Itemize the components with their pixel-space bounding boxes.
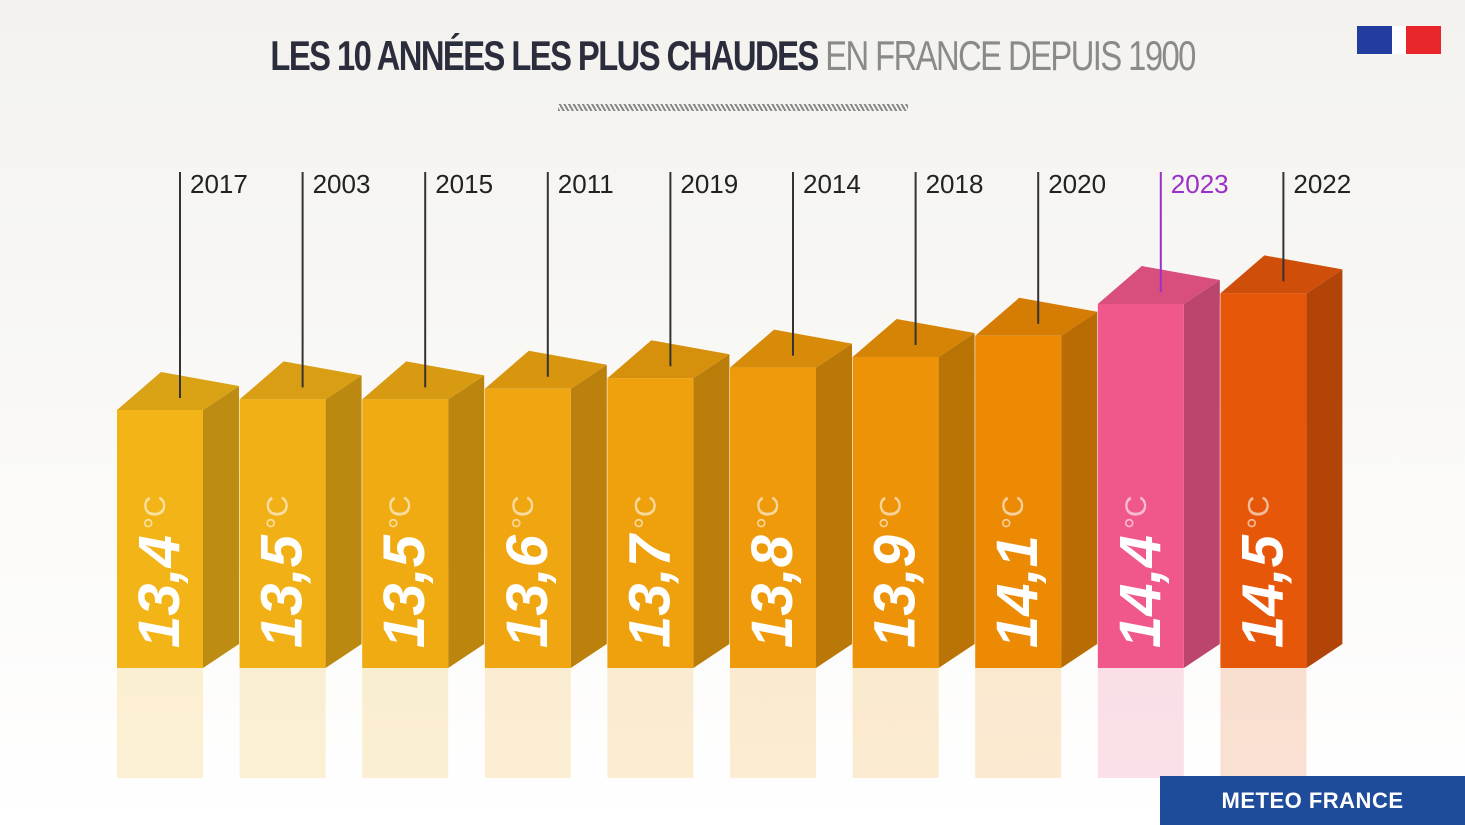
bar-side <box>693 354 730 668</box>
value-label: 13,9°C <box>863 495 928 648</box>
chart-title: LES 10 ANNÉES LES PLUS CHAUDES EN FRANCE… <box>161 32 1304 80</box>
bar-2019 <box>607 378 694 668</box>
value-label: 13,8°C <box>740 495 805 648</box>
bar-side <box>1306 269 1343 668</box>
value-label: 13,5°C <box>372 495 437 648</box>
bar-top <box>607 340 730 379</box>
bar-2003 <box>239 399 326 668</box>
bar-reflection <box>852 668 939 778</box>
value-label: 13,4°C <box>127 495 192 648</box>
bar-top <box>117 372 239 410</box>
bar-top <box>362 361 485 400</box>
bar-side <box>938 333 975 668</box>
bar-reflection <box>975 668 1062 778</box>
year-label: 2011 <box>558 169 614 199</box>
title-bold: LES 10 ANNÉES LES PLUS CHAUDES <box>270 32 819 79</box>
value-label-group: 13,4°C <box>127 495 192 648</box>
bar-2023 <box>1097 304 1184 668</box>
value-label-group: 13,9°C <box>863 495 928 648</box>
value-label: 13,6°C <box>495 495 560 648</box>
bar-2011 <box>484 388 571 668</box>
bar-top <box>239 361 362 400</box>
bar-top <box>852 319 975 357</box>
bar-2017 <box>117 410 203 668</box>
value-label-group: 13,7°C <box>617 495 682 648</box>
meteo-france-logo: METEO FRANCE <box>1160 776 1465 825</box>
republique-francaise-logo <box>1357 26 1441 54</box>
bar-reflection <box>362 668 449 778</box>
bar-top <box>730 329 852 368</box>
bar-2022 <box>1220 293 1307 668</box>
year-label: 2018 <box>926 169 984 199</box>
bar-side <box>816 343 852 668</box>
value-label: 14,5°C <box>1230 495 1295 648</box>
bar-side <box>1061 311 1098 668</box>
year-label: 2017 <box>190 169 248 199</box>
bar-side <box>570 364 607 668</box>
bar-2020 <box>975 335 1062 668</box>
bar-side <box>203 386 239 668</box>
year-label: 2015 <box>435 169 493 199</box>
bar-reflection <box>484 668 571 778</box>
bar-2018 <box>852 357 939 668</box>
bar-side <box>448 375 485 668</box>
bar-side <box>325 375 362 668</box>
year-label: 2020 <box>1048 169 1106 199</box>
bar-top <box>975 297 1098 336</box>
title-light: EN FRANCE DEPUIS 1900 <box>825 32 1196 79</box>
value-label: 14,1°C <box>985 495 1050 648</box>
bar-reflection <box>730 668 816 778</box>
bar-side <box>1183 280 1220 668</box>
year-label: 2019 <box>680 169 738 199</box>
bar-reflection <box>607 668 694 778</box>
bar-reflection <box>117 668 203 778</box>
value-label-group: 13,8°C <box>740 495 805 648</box>
value-label-group: 14,5°C <box>1230 495 1295 648</box>
value-label-group: 13,5°C <box>372 495 437 648</box>
value-label-group: 14,4°C <box>1108 495 1173 648</box>
value-label-group: 13,5°C <box>250 495 315 648</box>
year-label: 2023 <box>1171 169 1229 199</box>
bar-2014 <box>730 367 816 668</box>
year-label: 2003 <box>313 169 371 199</box>
bar-2015 <box>362 399 449 668</box>
title-underline <box>558 104 908 111</box>
value-label-group: 13,6°C <box>495 495 560 648</box>
bar-reflection <box>1220 668 1307 778</box>
value-label-group: 14,1°C <box>985 495 1050 648</box>
bar-top <box>1220 255 1343 294</box>
bar-top <box>484 350 607 389</box>
year-label: 2014 <box>803 169 861 199</box>
bar-reflection <box>239 668 326 778</box>
value-label: 13,5°C <box>250 495 315 648</box>
bar-top <box>1097 266 1220 304</box>
year-label: 2022 <box>1293 169 1351 199</box>
bar-reflection <box>1097 668 1184 778</box>
value-label: 13,7°C <box>617 495 682 648</box>
value-label: 14,4°C <box>1108 495 1173 648</box>
